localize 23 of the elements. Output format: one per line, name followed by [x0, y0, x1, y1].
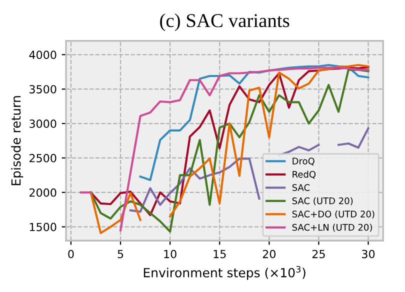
legend-label: DroQ [292, 158, 314, 166]
y-tick-label: 3500 [30, 85, 56, 94]
y-tick-label: 2000 [30, 188, 56, 197]
y-tick-label: 1500 [30, 222, 56, 232]
x-tick-label: 20 [262, 250, 276, 258]
x-tick-label: 0 [68, 250, 74, 258]
legend-label: SAC+DO (UTD 20) [292, 210, 374, 219]
y-tick-label: 4000 [29, 50, 56, 60]
y-tick-label: 3000 [30, 120, 56, 128]
legend-label: RedQ [292, 170, 316, 179]
chart-title: (c) SAC variants [160, 14, 290, 32]
x-tick-label: 5 [118, 250, 124, 258]
y-tick-label: 2500 [30, 154, 56, 162]
y-axis-title: Episode return [11, 96, 24, 186]
x-tick-label: 30 [362, 250, 375, 258]
x-tick-label: 25 [312, 250, 325, 258]
x-axis-title: Environment steps (×10$^{3}$) [144, 266, 306, 280]
x-tick-label: 10 [164, 250, 176, 258]
line-series [139, 64, 370, 182]
legend-label: SAC (UTD 20) [292, 197, 353, 206]
x-tick-label: 15 [214, 250, 226, 258]
legend-label: SAC [292, 184, 310, 191]
legend-label: SAC+LN (UTD 20) [292, 224, 372, 232]
